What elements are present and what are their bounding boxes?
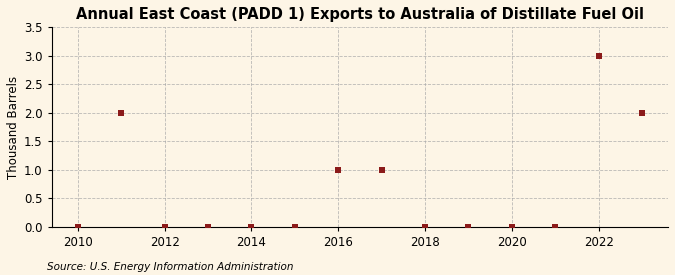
Text: Source: U.S. Energy Information Administration: Source: U.S. Energy Information Administ… xyxy=(47,262,294,272)
Point xyxy=(290,225,300,229)
Point xyxy=(550,225,561,229)
Y-axis label: Thousand Barrels: Thousand Barrels xyxy=(7,75,20,178)
Point xyxy=(159,225,170,229)
Point xyxy=(463,225,474,229)
Point xyxy=(376,167,387,172)
Point xyxy=(637,111,647,115)
Point xyxy=(593,54,604,58)
Point xyxy=(116,111,127,115)
Point xyxy=(333,167,344,172)
Point xyxy=(72,225,83,229)
Title: Annual East Coast (PADD 1) Exports to Australia of Distillate Fuel Oil: Annual East Coast (PADD 1) Exports to Au… xyxy=(76,7,644,22)
Point xyxy=(506,225,517,229)
Point xyxy=(202,225,213,229)
Point xyxy=(246,225,256,229)
Point xyxy=(420,225,431,229)
